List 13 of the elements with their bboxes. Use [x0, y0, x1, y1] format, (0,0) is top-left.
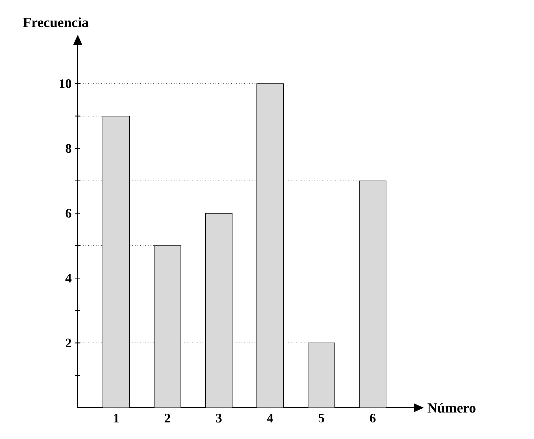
y-tick-label: 4 — [66, 274, 72, 283]
y-tick-label: 6 — [66, 209, 72, 218]
y-axis-title: Frecuencia — [23, 18, 89, 28]
x-axis-title: Número — [428, 403, 476, 413]
x-tick-label: 6 — [370, 414, 376, 423]
y-tick-label: 8 — [66, 144, 72, 154]
x-tick-label: 4 — [267, 414, 274, 423]
y-tick-label: 10 — [60, 80, 72, 88]
x-tick-label: 2 — [165, 414, 170, 423]
y-tick-label: 2 — [66, 338, 72, 348]
x-tick-label: 5 — [318, 414, 324, 423]
x-tick-label: 3 — [216, 414, 222, 423]
x-tick-label: 1 — [114, 414, 120, 423]
